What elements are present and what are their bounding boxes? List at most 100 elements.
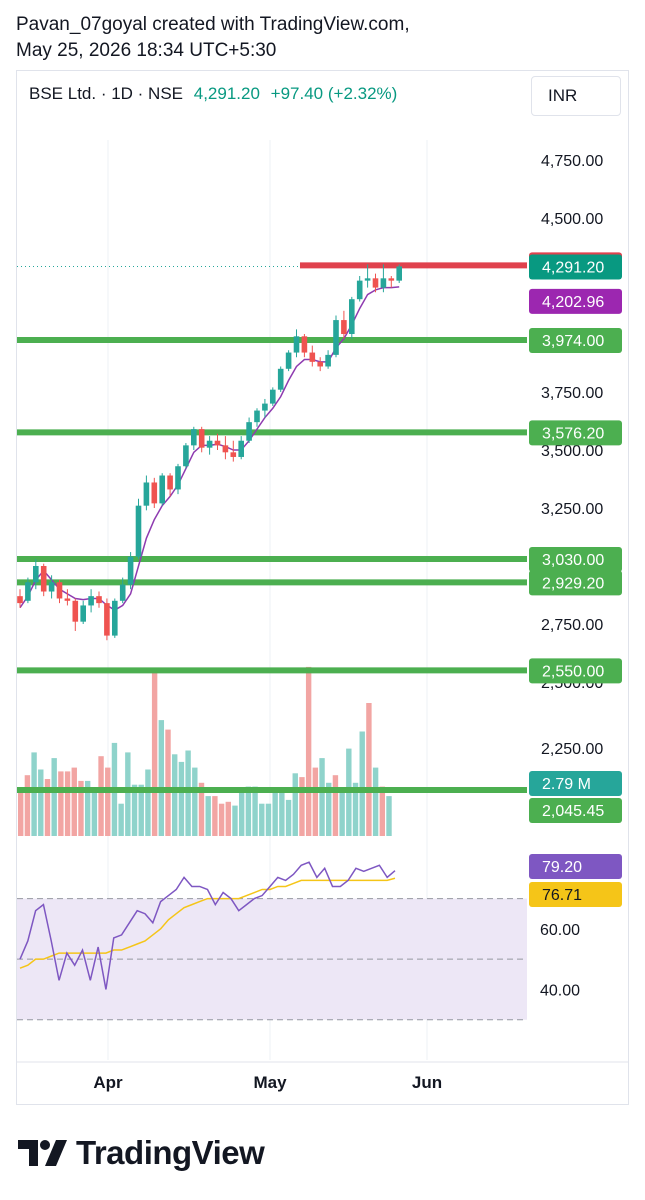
- candle: [317, 357, 323, 372]
- last-price-tag-bg: [529, 254, 622, 280]
- level-price-tag: 3,576.20: [529, 420, 622, 446]
- level-price-tag-label: 2,550.00: [542, 663, 604, 680]
- candle-body: [285, 352, 292, 369]
- volume-bar: [212, 796, 218, 836]
- candle-body: [206, 440, 213, 448]
- volume-bar: [44, 779, 51, 836]
- level-price-tag-label: 2,929.20: [542, 575, 604, 592]
- symbol-name: BSE Ltd. · 1D · NSE: [29, 84, 183, 103]
- volume-bar: [292, 773, 298, 836]
- candle-body: [364, 278, 371, 281]
- volume-bar: [71, 767, 77, 836]
- candle-body: [325, 354, 331, 367]
- candle-body: [175, 466, 181, 490]
- candle-body: [380, 278, 387, 288]
- level-price-tag-bg: [529, 570, 622, 596]
- volume-bar: [58, 771, 64, 836]
- candle: [309, 345, 316, 367]
- volume-bar: [125, 752, 131, 836]
- candle-body: [238, 440, 244, 457]
- candle: [25, 577, 31, 604]
- candle: [119, 577, 126, 604]
- candle-body: [277, 368, 284, 390]
- candle: [33, 559, 39, 590]
- volume-bar: [272, 788, 278, 836]
- candle-body: [40, 566, 47, 592]
- volume-bar: [185, 750, 191, 836]
- candle-body: [317, 361, 323, 367]
- candle-body: [104, 603, 110, 636]
- price-tick-label: 3,500.00: [541, 443, 603, 460]
- candle: [341, 310, 347, 339]
- candle: [175, 463, 181, 495]
- ma-value-tag: 4,202.96: [529, 288, 622, 314]
- candle-body: [159, 475, 165, 504]
- volume-value-tag-bg: [529, 771, 622, 796]
- candle: [238, 436, 244, 460]
- candle: [17, 589, 23, 608]
- volume-bar: [84, 780, 91, 836]
- volume-bar: [192, 767, 198, 836]
- level-price-tag-label: 3,030.00: [542, 552, 604, 569]
- candle-body: [396, 266, 402, 281]
- currency-selector[interactable]: INR: [531, 76, 621, 116]
- level-price-tag-bg: [529, 420, 622, 446]
- level-price-tag-bg: [529, 547, 622, 573]
- candle: [56, 579, 63, 604]
- candle: [206, 436, 213, 455]
- volume-bar: [158, 720, 165, 836]
- volume-bar: [172, 754, 178, 836]
- rsi-ma-value-tag-label: 76.71: [542, 887, 582, 904]
- volume-bar: [379, 786, 386, 836]
- rsi-pane: 60.00 40.00: [17, 861, 580, 1021]
- volume-bar: [205, 796, 211, 836]
- volume-bar: [366, 703, 372, 836]
- candle-body: [198, 429, 205, 448]
- rsi-line: [19, 861, 396, 990]
- volume-bar: [386, 796, 392, 836]
- volume-bar: [64, 771, 71, 836]
- level-price-tag-label: 2,045.45: [542, 803, 604, 820]
- time-tick-label: May: [253, 1073, 287, 1092]
- candle-body: [230, 452, 237, 457]
- price-tick-label: 3,250.00: [541, 501, 603, 518]
- candle: [135, 498, 142, 560]
- symbol-legend[interactable]: BSE Ltd. · 1D · NSE 4,291.20 +97.40 (+2.…: [29, 84, 397, 104]
- candle-body: [246, 422, 252, 441]
- time-tick-label: Apr: [93, 1073, 123, 1092]
- volume-bar: [339, 788, 345, 836]
- candle-body: [341, 320, 347, 334]
- level-price-tag-bg: [529, 328, 622, 354]
- candle: [183, 443, 189, 469]
- candle-body: [80, 605, 86, 622]
- volume-bar: [359, 731, 365, 836]
- volume-bar: [51, 758, 57, 836]
- level-price-tag-bg: [529, 658, 622, 684]
- candlesticks: [17, 264, 402, 641]
- candle-body: [72, 600, 79, 622]
- candle: [167, 473, 173, 497]
- volume-bar: [91, 790, 98, 836]
- level-price-tag: 2,929.20: [529, 570, 622, 596]
- candle: [277, 366, 284, 392]
- volume-bar: [78, 780, 84, 836]
- candle: [80, 600, 86, 624]
- candle: [72, 598, 79, 631]
- tradingview-wordmark: TradingView: [76, 1134, 265, 1171]
- volume-bar: [31, 752, 37, 836]
- volume-bar: [218, 803, 225, 836]
- rsi-tick-label: 40.00: [540, 982, 580, 999]
- volume-value-tag: 2.79 M: [529, 771, 622, 796]
- level-price-tag-bg: [529, 798, 622, 823]
- price-axis: 4,750.004,500.004,000.003,750.003,500.00…: [541, 153, 603, 788]
- price-tick-label: 2,250.00: [541, 741, 603, 758]
- candle: [159, 473, 165, 506]
- rsi-value-tag: 79.20: [529, 854, 622, 879]
- candle-body: [96, 596, 102, 604]
- volume-bars: [18, 666, 392, 836]
- candle: [191, 426, 197, 450]
- author-line: Pavan_07goyal created with TradingView.c…: [16, 14, 410, 35]
- candle-body: [56, 582, 63, 599]
- volume-bar: [285, 799, 292, 836]
